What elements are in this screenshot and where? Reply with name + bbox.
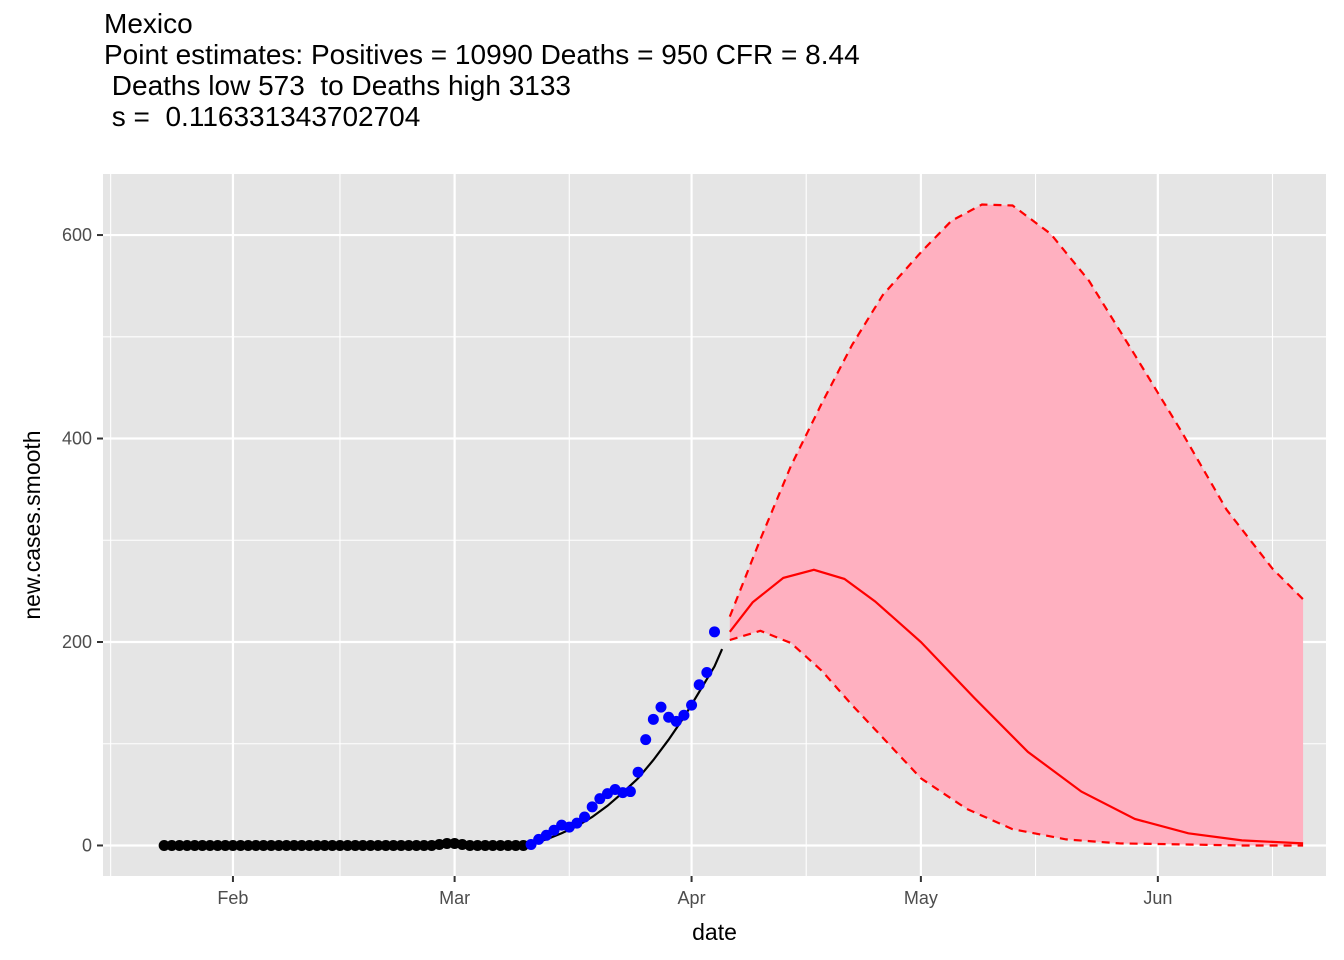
early-data-point [250, 839, 262, 851]
projection-low-line [729, 629, 1304, 847]
recent-data-point [678, 709, 690, 721]
early-data-point [380, 839, 392, 851]
axes: Feb Mar Apr May Jun 0 200 400 600 [62, 225, 1172, 908]
x-tick-label: Apr [678, 888, 706, 908]
early-data-point [387, 839, 399, 851]
early-data-point [403, 839, 415, 851]
early-data-point [204, 839, 216, 851]
projection-band-area [729, 204, 1304, 846]
early-data-point [265, 839, 277, 851]
early-data-point [479, 839, 491, 851]
early-data-point [258, 839, 270, 851]
early-data-point [296, 839, 308, 851]
early-data-point [219, 839, 231, 851]
x-tick-label: May [904, 888, 938, 908]
recent-data-point [571, 817, 583, 829]
early-data-point [342, 839, 354, 851]
y-tick-label: 0 [82, 835, 92, 855]
y-tick-label: 400 [62, 429, 92, 449]
early-data-point [311, 839, 323, 851]
x-tick-label: Jun [1143, 888, 1172, 908]
recent-data-point [709, 626, 720, 638]
chart-title: Mexico Point estimates: Positives = 1099… [104, 8, 860, 132]
projection-band [729, 204, 1304, 846]
title-deaths-range: Deaths low 573 to Deaths high 3133 [104, 70, 571, 101]
recent-data-point [701, 667, 713, 679]
title-s-value: s = 0.116331343702704 [104, 101, 421, 132]
x-tick-label: Feb [217, 888, 248, 908]
early-data-point [173, 839, 185, 851]
early-data-point [410, 839, 422, 851]
early-data-point [441, 837, 453, 849]
y-axis-title: new.cases.smooth [19, 430, 45, 619]
recent-data-point [632, 766, 644, 778]
early-data-point [303, 839, 315, 851]
early-data-point [472, 839, 484, 851]
early-data-point [334, 839, 346, 851]
recent-data-point [640, 734, 652, 746]
early-data-point [372, 839, 384, 851]
early-data-point [181, 839, 193, 851]
early-data-point [288, 839, 300, 851]
early-data-point [273, 839, 285, 851]
early-data-point [494, 839, 506, 851]
early-data-point [357, 839, 369, 851]
early-data-point [502, 839, 514, 851]
early-data-point [326, 839, 338, 851]
title-point-estimates: Point estimates: Positives = 10990 Death… [104, 39, 860, 70]
early-data-point [166, 839, 178, 851]
early-data-point [280, 839, 292, 851]
early-data-point [235, 839, 247, 851]
early-data-point [196, 839, 208, 851]
early-data-point [242, 839, 254, 851]
title-country: Mexico [104, 8, 193, 39]
recent-data-point [586, 801, 598, 813]
early-data-point [227, 839, 239, 851]
x-axis-title: date [692, 919, 737, 945]
projection-high-line [728, 203, 1304, 618]
early-data-point [189, 839, 201, 851]
early-data-point [395, 839, 407, 851]
early-data-point [158, 839, 170, 851]
y-tick-label: 600 [62, 225, 92, 245]
early-data-point [349, 839, 361, 851]
projection-line [728, 568, 1304, 845]
recent-data-point [579, 811, 591, 823]
early-data-point [510, 839, 522, 851]
recent-data-point [693, 679, 705, 691]
early-data-point [319, 839, 331, 851]
early-data-point [464, 839, 476, 851]
recent-data-point [670, 715, 682, 727]
data-points [158, 626, 720, 851]
early-data-point [365, 839, 377, 851]
early-data-point [212, 839, 224, 851]
early-data-point [418, 839, 430, 851]
x-tick-label: Mar [439, 888, 470, 908]
recent-data-point [686, 699, 698, 711]
recent-data-point [624, 786, 636, 798]
y-tick-label: 200 [62, 632, 92, 652]
early-data-point [487, 839, 499, 851]
recent-data-point [655, 701, 667, 713]
recent-data-point [647, 713, 659, 725]
